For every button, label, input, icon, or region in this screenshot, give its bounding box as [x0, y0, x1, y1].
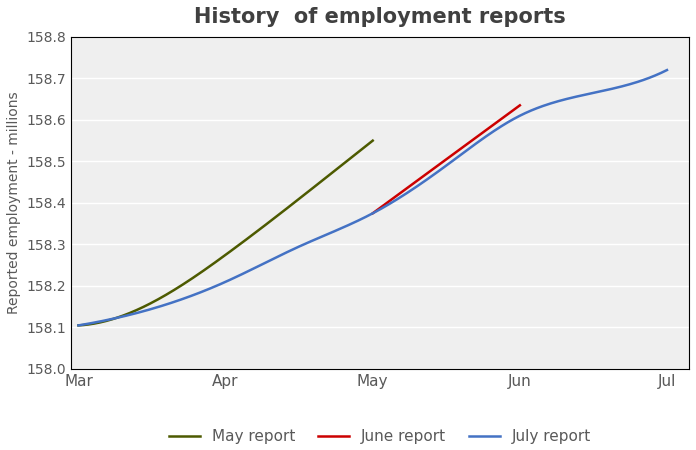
July report: [77, 322, 85, 328]
May report: [249, 231, 258, 237]
Legend: May report, June report, July report: May report, June report, July report: [163, 423, 597, 450]
Y-axis label: Reported employment - millions: Reported employment - millions: [7, 92, 21, 314]
May report: [74, 323, 83, 328]
June report: [369, 211, 377, 216]
May report: [248, 232, 257, 237]
July report: [663, 68, 671, 73]
June report: [456, 147, 464, 152]
June report: [502, 113, 510, 118]
June report: [456, 146, 464, 152]
May report: [255, 228, 263, 233]
July report: [434, 168, 443, 174]
May report: [341, 160, 349, 165]
Line: May report: May report: [79, 141, 373, 325]
June report: [493, 120, 501, 125]
June report: [369, 210, 377, 216]
July report: [608, 86, 616, 91]
July report: [422, 177, 431, 182]
June report: [516, 103, 524, 108]
July report: [74, 323, 83, 328]
May report: [322, 175, 331, 180]
June report: [459, 144, 467, 150]
May report: [75, 323, 84, 328]
May report: [369, 138, 377, 144]
Line: June report: June report: [373, 105, 520, 213]
July report: [570, 94, 578, 100]
Title: History  of employment reports: History of employment reports: [194, 7, 566, 27]
July report: [425, 176, 433, 181]
Line: July report: July report: [79, 70, 667, 325]
